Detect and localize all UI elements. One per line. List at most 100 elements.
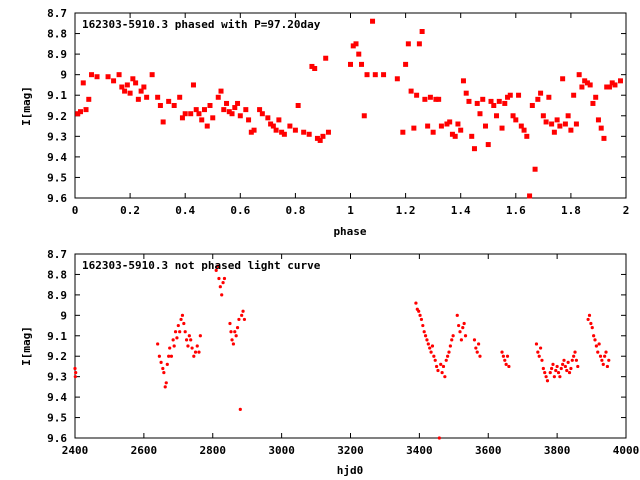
x-axis-label: phase xyxy=(333,225,366,238)
x-tick-label: 0.6 xyxy=(230,204,250,217)
data-point xyxy=(499,125,505,131)
data-point xyxy=(138,88,144,94)
data-point xyxy=(505,94,511,100)
data-point xyxy=(157,354,161,358)
data-point xyxy=(556,370,561,375)
y-tick-label: 8.7 xyxy=(47,248,67,261)
data-point xyxy=(325,129,331,135)
data-point xyxy=(149,72,155,78)
data-point xyxy=(587,82,593,88)
data-point xyxy=(429,350,433,354)
data-point xyxy=(419,29,425,34)
data-point xyxy=(460,78,466,84)
data-point xyxy=(426,342,430,346)
data-points xyxy=(75,18,623,199)
data-point xyxy=(529,103,535,108)
data-point xyxy=(190,346,194,350)
data-point xyxy=(549,121,555,127)
data-point xyxy=(353,41,359,47)
x-tick-label: 4000 xyxy=(613,444,640,457)
data-point xyxy=(105,74,111,80)
data-point xyxy=(437,436,441,440)
data-point xyxy=(323,55,329,61)
data-point xyxy=(159,360,163,364)
data-point xyxy=(119,84,125,90)
data-point xyxy=(582,78,588,84)
data-point xyxy=(491,103,497,108)
data-point xyxy=(604,84,610,90)
data-point xyxy=(207,103,213,108)
data-point xyxy=(221,107,227,113)
data-point xyxy=(576,72,582,78)
data-point xyxy=(430,344,435,348)
data-point xyxy=(537,354,541,358)
y-tick-label: 9.1 xyxy=(47,330,67,343)
data-point xyxy=(573,121,579,127)
data-point xyxy=(444,358,448,362)
data-point xyxy=(430,129,436,135)
data-point xyxy=(590,100,596,106)
x-tick-label: 0.8 xyxy=(285,204,305,217)
data-point xyxy=(215,94,221,100)
data-point xyxy=(173,330,178,334)
data-point xyxy=(265,115,271,121)
data-point xyxy=(89,72,95,78)
data-point xyxy=(496,98,502,104)
x-axis-label: hjd0 xyxy=(337,464,364,477)
data-point xyxy=(179,317,183,322)
data-point xyxy=(160,119,166,125)
data-point xyxy=(443,375,447,379)
data-point xyxy=(500,350,504,354)
data-point xyxy=(463,90,469,96)
data-point xyxy=(197,350,201,354)
data-point xyxy=(518,123,524,129)
data-point xyxy=(474,346,478,350)
data-point xyxy=(510,113,516,119)
data-point xyxy=(381,72,387,78)
data-point xyxy=(423,334,428,338)
data-point xyxy=(73,375,77,379)
plot-frame xyxy=(74,12,627,199)
data-point xyxy=(560,76,566,82)
data-point xyxy=(503,358,507,362)
data-point xyxy=(594,344,598,348)
tick-marks xyxy=(74,12,627,199)
data-point xyxy=(279,129,285,135)
data-point xyxy=(432,354,436,358)
data-point xyxy=(538,90,544,96)
data-point xyxy=(156,342,160,346)
data-point xyxy=(193,350,198,354)
data-point xyxy=(439,362,443,366)
data-point xyxy=(593,94,599,100)
x-tick-label: 2800 xyxy=(200,444,227,457)
data-point xyxy=(172,344,176,348)
data-point xyxy=(455,313,459,317)
data-point xyxy=(482,123,488,129)
x-tick-label: 3600 xyxy=(475,444,502,457)
data-point xyxy=(394,76,400,82)
data-point xyxy=(176,323,180,328)
data-point xyxy=(237,113,243,119)
plot-frame xyxy=(74,253,627,439)
data-point xyxy=(86,96,92,102)
data-point xyxy=(507,364,511,369)
data-point xyxy=(169,354,174,358)
data-point xyxy=(400,129,406,135)
y-tick-label: 8.7 xyxy=(47,7,67,20)
data-point xyxy=(573,350,577,354)
data-point xyxy=(546,94,552,100)
data-point xyxy=(600,358,604,362)
data-point xyxy=(603,354,607,358)
data-point xyxy=(361,113,367,119)
data-point xyxy=(572,354,576,358)
data-point xyxy=(94,74,100,80)
y-axis-label: I[mag] xyxy=(20,326,33,366)
y-tick-label: 9.6 xyxy=(47,432,67,445)
data-point xyxy=(306,131,312,137)
data-points xyxy=(73,264,611,440)
tick-labels: 0 0.2 0.4 0.6 0.8 1 1.2 1.4 1.6 1.8 2 8.7 8.8 8.9 9 9.1… xyxy=(47,7,629,217)
data-point xyxy=(463,334,468,338)
data-point xyxy=(471,146,477,152)
y-tick-label: 9.6 xyxy=(47,192,67,205)
data-point xyxy=(135,96,141,102)
